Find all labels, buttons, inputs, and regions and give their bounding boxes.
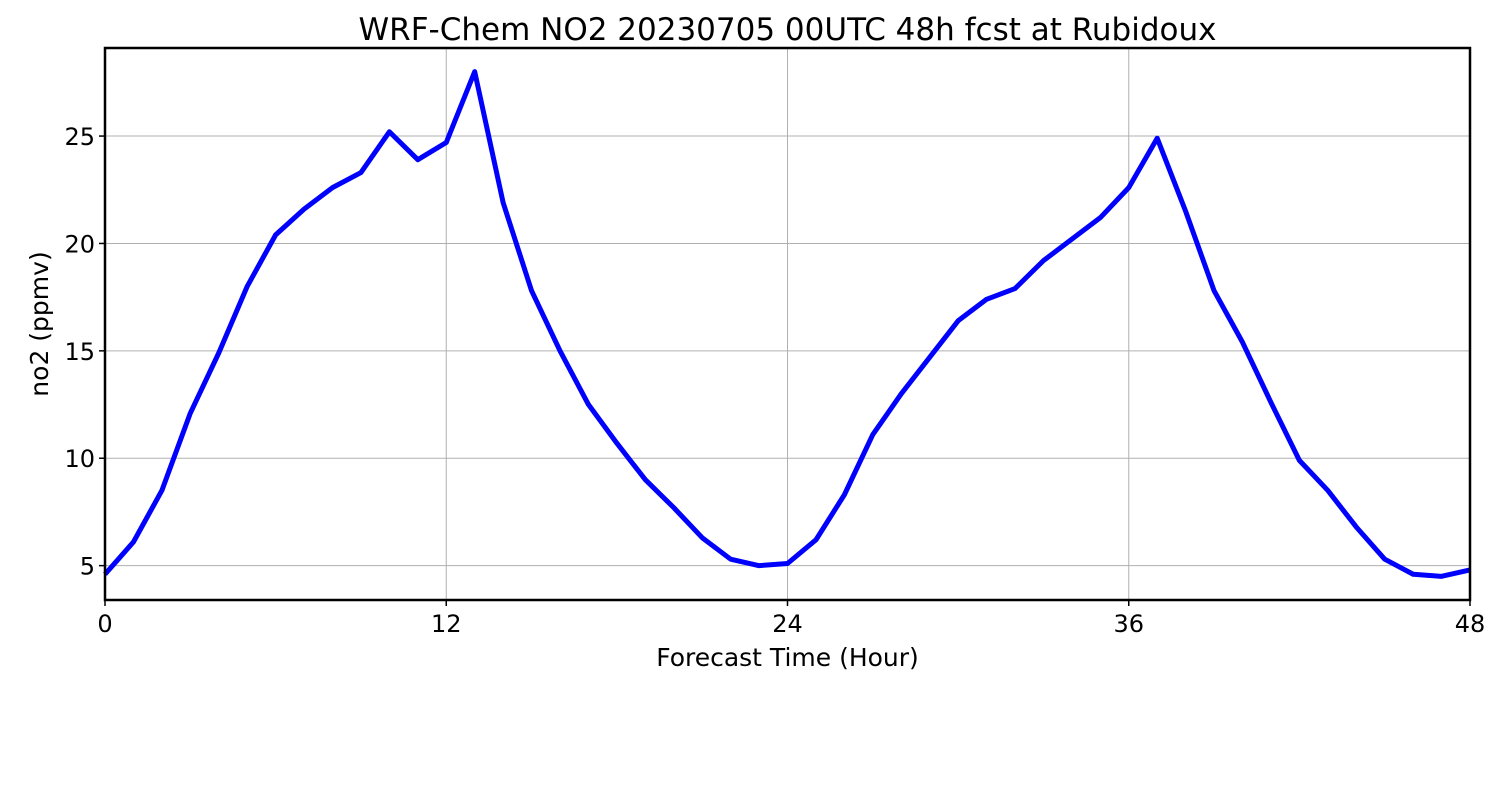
x-axis-label: Forecast Time (Hour): [656, 643, 919, 672]
series-layer: [103, 69, 1471, 579]
y-tick-label: 20: [64, 230, 95, 258]
chart-title: WRF-Chem NO2 20230705 00UTC 48h fcst at …: [359, 12, 1217, 48]
y-tick-label: 10: [64, 445, 95, 473]
x-tick-label: 24: [772, 610, 803, 638]
grid-layer: [104, 48, 1471, 600]
series-line: [103, 69, 1471, 579]
x-tick-label: 48: [1455, 610, 1486, 638]
x-tick-label: 36: [1113, 610, 1144, 638]
y-tick-label: 15: [64, 338, 95, 366]
x-tick-label: 0: [97, 610, 112, 638]
y-tick-label: 5: [80, 553, 95, 581]
y-axis-label: no2 (ppmv): [25, 251, 54, 396]
x-tick-label: 12: [431, 610, 462, 638]
tick-layer: 0 12 24 36 48 5 10 15 20 25: [64, 123, 1485, 638]
y-tick-label: 25: [64, 123, 95, 151]
